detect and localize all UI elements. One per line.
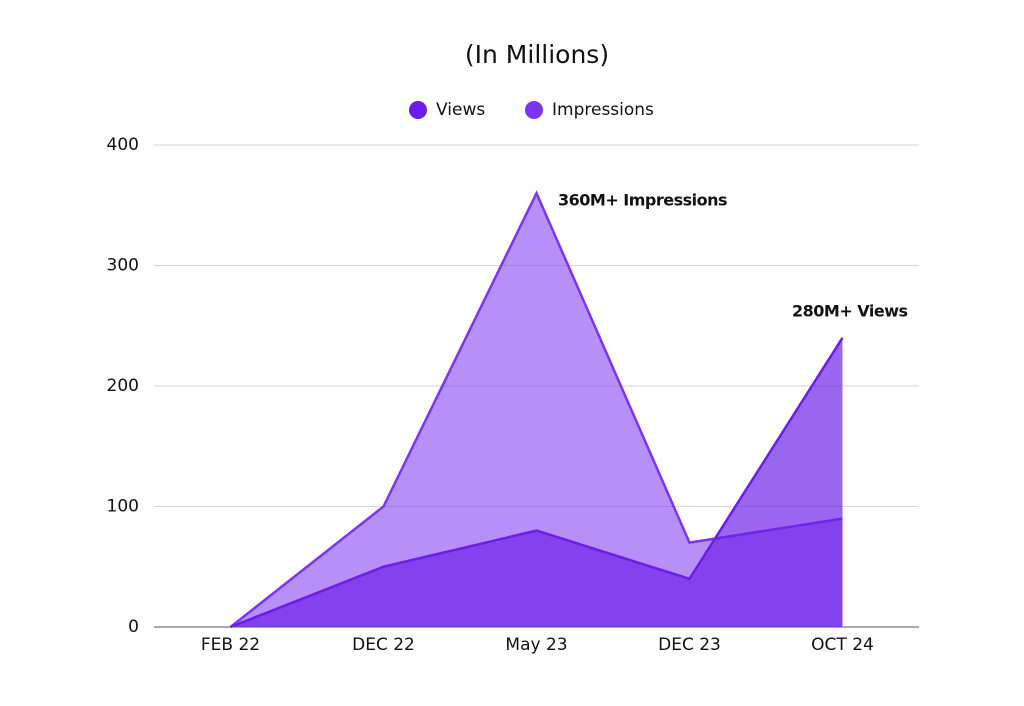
area [230, 337, 843, 627]
annotation: 280M+ Views [792, 302, 908, 321]
annotation: 360M+ Impressions [558, 191, 727, 210]
x-tick-label: OCT 24 [811, 635, 874, 655]
y-tick-label: 300 [107, 256, 139, 276]
y-tick-label: 400 [107, 135, 139, 155]
y-tick-label: 200 [107, 376, 139, 396]
legend-marker [409, 101, 427, 119]
x-tick-label: May 23 [505, 635, 567, 655]
y-tick-label: 100 [107, 497, 139, 517]
x-tick-label: DEC 22 [352, 635, 415, 655]
area [230, 193, 843, 627]
x-tick-label: FEB 22 [201, 635, 260, 655]
y-tick-label: 0 [128, 617, 139, 637]
x-tick-label: DEC 23 [658, 635, 721, 655]
legend-marker [525, 101, 543, 119]
legend-label: Views [436, 100, 485, 120]
legend-label: Impressions [552, 100, 654, 120]
line [230, 337, 844, 629]
chart-title: (In Millions) [465, 40, 609, 69]
